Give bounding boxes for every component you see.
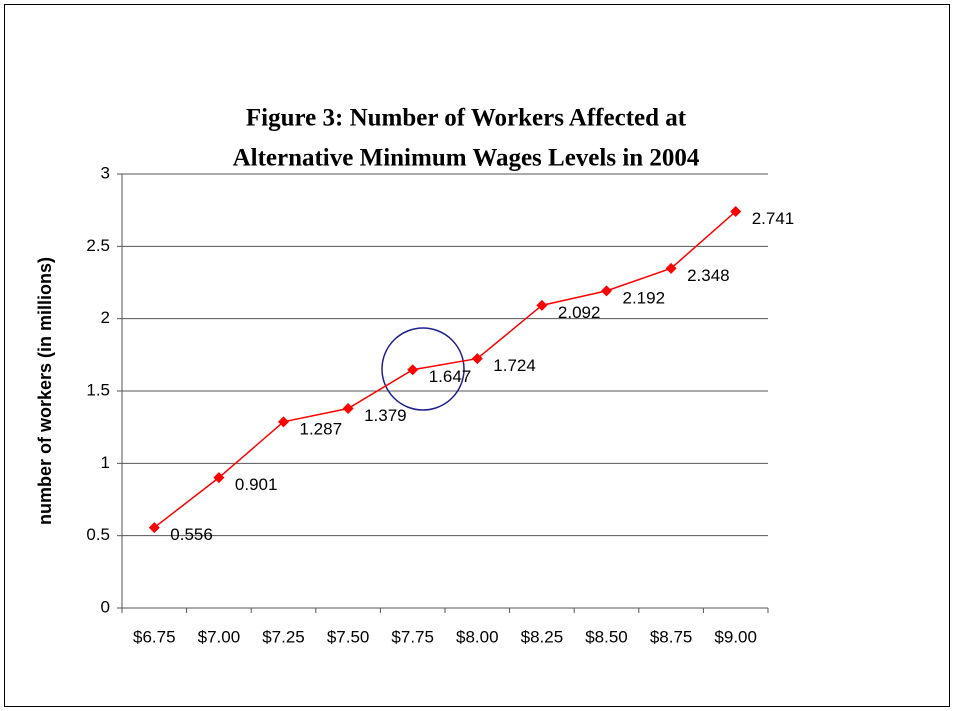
y-tick-label: 2.5 xyxy=(86,236,110,255)
y-tick-label: 3 xyxy=(101,163,110,182)
data-label: 0.556 xyxy=(170,525,213,544)
x-tick-label: $8.25 xyxy=(521,627,564,646)
data-marker xyxy=(601,285,612,297)
data-label: 1.379 xyxy=(364,406,407,425)
data-marker xyxy=(665,262,677,274)
data-marker xyxy=(730,205,742,217)
data-line xyxy=(153,210,737,529)
data-marker xyxy=(471,353,483,365)
y-tick-label: 2 xyxy=(101,308,110,327)
y-tick-label: 0.5 xyxy=(86,525,110,544)
y-axis-label: number of workers (in millions) xyxy=(35,257,55,525)
y-tick-label: 0 xyxy=(101,597,110,616)
x-tick-label: $8.50 xyxy=(585,627,628,646)
data-label: 1.287 xyxy=(300,419,343,438)
data-label: 2.741 xyxy=(752,209,795,228)
data-label: 1.647 xyxy=(429,367,472,386)
data-label: 2.192 xyxy=(623,288,666,307)
y-tick-label: 1 xyxy=(101,453,110,472)
data-marker xyxy=(148,522,160,534)
data-marker xyxy=(213,472,225,484)
x-tick-label: $7.75 xyxy=(391,627,434,646)
data-label: 0.901 xyxy=(235,475,278,494)
data-label: 1.724 xyxy=(493,356,536,375)
x-tick-label: $6.75 xyxy=(133,627,176,646)
chart-title: Figure 3: Number of Workers Affected at xyxy=(246,105,687,132)
data-marker xyxy=(536,299,548,311)
data-marker xyxy=(407,364,419,376)
chart-title: Alternative Minimum Wages Levels in 2004 xyxy=(233,145,700,172)
x-tick-label: $7.00 xyxy=(198,627,241,646)
data-label: 2.348 xyxy=(687,266,730,285)
x-tick-label: $7.25 xyxy=(262,627,305,646)
x-tick-label: $7.50 xyxy=(327,627,370,646)
x-tick-label: $9.00 xyxy=(714,627,757,646)
data-marker xyxy=(278,416,289,428)
data-label: 2.092 xyxy=(558,303,601,322)
chart-border xyxy=(4,4,950,707)
x-tick-label: $8.75 xyxy=(650,627,693,646)
y-tick-label: 1.5 xyxy=(86,380,110,399)
data-marker xyxy=(342,403,354,415)
highlight-circle xyxy=(381,327,465,411)
x-tick-label: $8.00 xyxy=(456,627,499,646)
